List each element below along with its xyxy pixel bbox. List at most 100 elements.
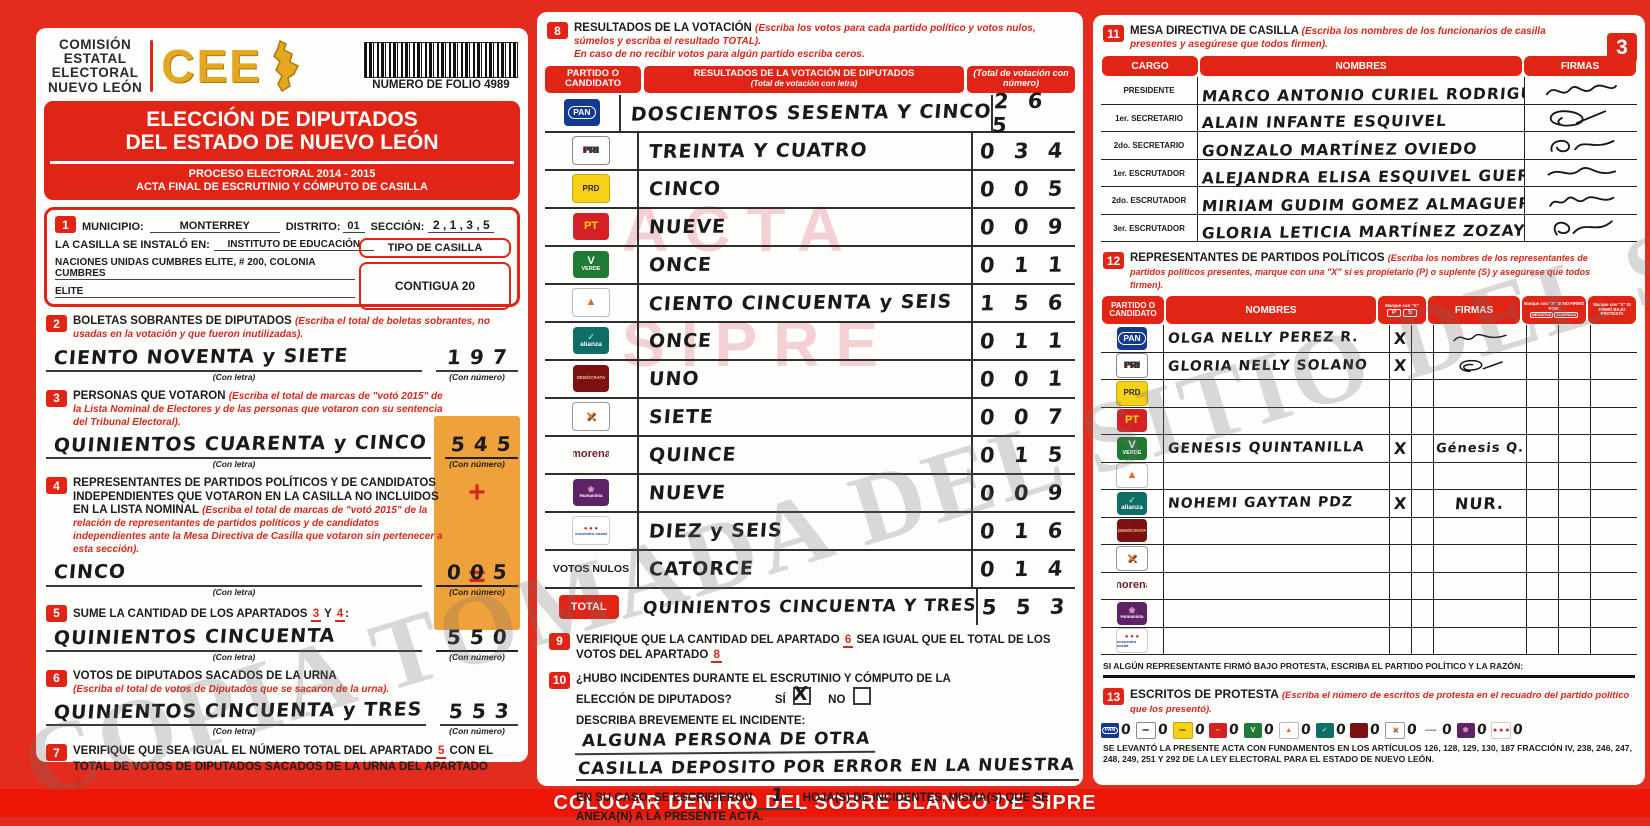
section-title: RESULTADOS DE LA VOTACIÓN (Escriba los v… — [574, 22, 1036, 61]
section-4-representantes-votaron: 4 REPRESENTANTES DE PARTIDOS POLÍTICOS Y… — [46, 477, 518, 597]
section-title: BOLETAS SOBRANTES DE DIPUTADOS (Escriba … — [73, 315, 490, 341]
protesta-count: 0 — [1334, 722, 1347, 739]
handwritten-letra: CINCO — [53, 560, 127, 583]
representante-row — [1101, 462, 1637, 491]
ausencia-header: AUSENCIA — [1554, 312, 1578, 319]
section-title: SUME LA CANTIDAD DE LOS APARTADOS 3 Y 4: — [73, 608, 350, 623]
section-hint: (Escriba los nombres de los representant… — [1130, 253, 1591, 290]
subtitle-line: ACTA FINAL DE ESCRUTINIO Y CÓMPUTO DE CA… — [136, 181, 428, 194]
section-title: MESA DIRECTIVA DE CASILLA (Escriba los n… — [1130, 25, 1546, 51]
protesta-count: 0 — [1441, 722, 1454, 739]
section-title: ESCRITOS DE PROTESTA (Escriba el número … — [1130, 687, 1630, 716]
section-title: PERSONAS QUE VOTARON (Escriba el total d… — [73, 389, 443, 429]
verde-logo — [1244, 722, 1262, 738]
org-line: ESTATAL — [63, 51, 127, 67]
folio-label: NUMERO DE FOLIO 4989 — [372, 78, 510, 91]
pri-logo: PRI — [1135, 721, 1156, 739]
representante-row: VERDE GENESIS QUINTANILLA X Génesis Q. — [1101, 435, 1637, 463]
vote-row: DEMÓCRATA UNO 0 0 1 — [545, 360, 1075, 399]
con-numero-caption: (Con número) — [449, 586, 505, 597]
p-header: P — [1386, 309, 1401, 318]
section-number-badge: 12 — [1103, 252, 1124, 270]
apartado-ref: 3 — [310, 608, 322, 623]
bajo-protesta-header: Marque con "X" SI FIRMÓ BAJO PROTESTA — [1588, 296, 1636, 325]
propietario-x: X — [1393, 356, 1408, 376]
movimiento-ciudadano-logo — [1116, 463, 1148, 489]
mesa-row: 1er. SECRETARIO ALAIN INFANTE ESQUIVEL — [1101, 104, 1637, 133]
protesta-count: 0 — [1512, 722, 1525, 739]
representantes-table: PAN OLGA NELLY PEREZ R. X PRI GLORIA NELLY … — [1101, 325, 1637, 656]
subtitle-line: PROCESO ELECTORAL 2014 - 2015 — [188, 167, 376, 180]
propietario-x: X — [1393, 328, 1408, 348]
nueva-alianza-logo: alianza — [1117, 491, 1147, 515]
representante-nombre: GENESIS QUINTANILLA — [1167, 439, 1366, 458]
cargo-cell: PRESIDENTE — [1101, 77, 1198, 104]
vote-letra: ONCE — [648, 329, 713, 352]
vote-letra: DIEZ y SEIS — [648, 518, 784, 543]
no-firmo-header: Marque con "X" SI NO FIRMÓ POR: NEGATIVA A… — [1522, 296, 1586, 325]
section-number-badge: 4 — [46, 477, 67, 495]
con-letra-caption: (Con letra) — [212, 371, 256, 382]
section-text: VERIFIQUE QUE SEA IGUAL EL NÚMERO TOTAL … — [73, 745, 493, 791]
section-5-suma: 5 SUME LA CANTIDAD DE LOS APARTADOS 3 Y … — [46, 604, 518, 662]
signature-mark — [1549, 195, 1615, 207]
section-number-badge: 5 — [46, 604, 67, 622]
section-number-badge: 1 — [55, 216, 76, 234]
con-numero-caption: (Con número) — [449, 726, 505, 737]
encuentro-social-logo: encuentro social — [572, 516, 610, 546]
vote-letra: QUINIENTOS CINCUENTA Y TRES — [641, 595, 977, 618]
protesta-count: 0 — [1120, 722, 1133, 739]
apartado-ref: 8 — [711, 649, 722, 664]
protesta-count: 0 — [1263, 722, 1276, 739]
footer-banner: COLOCAR DENTRO DEL SOBRE BLANCO DE SIPRE — [0, 789, 1650, 817]
cargo-cell: 2do. ESCRUTADOR — [1101, 187, 1198, 214]
section-title: REPRESENTANTES DE PARTIDOS POLÍTICOS (Es… — [1130, 252, 1591, 290]
vote-numero: 0 0 7 — [978, 404, 1070, 429]
pt-logo: PT — [1117, 409, 1147, 433]
handwritten-numero: 5 5 0 — [445, 624, 509, 649]
nueva-alianza-logo: alianza — [573, 327, 609, 355]
vote-letra: NUEVE — [648, 481, 727, 504]
representante-row: Humanista — [1101, 600, 1637, 628]
funcionario-nombre: MIRIAM GUDIM GOMEZ ALMAGUER — [1201, 194, 1524, 214]
address-line: NACIONES UNIDAS CUMBRES ELITE, # 200, CO… — [55, 257, 355, 281]
vote-numero: 0 0 9 — [978, 480, 1070, 505]
vote-row: SIETE 0 0 7 — [545, 398, 1075, 437]
si-label: SÍ — [774, 694, 786, 707]
cruzada-ciudadana-logo — [572, 402, 610, 432]
section-number-badge: 2 — [46, 315, 67, 333]
protesta-count: 0 — [1228, 722, 1241, 739]
distrito-value: 01 — [342, 220, 365, 234]
propietario-x: X — [1393, 493, 1408, 513]
vote-letra: SIETE — [648, 405, 715, 428]
handwritten-numero: 0 0 5 — [445, 559, 509, 584]
document-subtitle: PROCESO ELECTORAL 2014 - 2015 ACTA FINAL… — [50, 160, 514, 196]
barcode — [364, 41, 518, 78]
propietario-x: X — [1393, 438, 1408, 458]
democrata-logo — [1350, 722, 1369, 738]
mesa-row: 3er. ESCRUTADOR GLORIA LETICIA MARTÍNEZ Z… — [1101, 214, 1637, 243]
section-9-verificacion: 9 VERIFIQUE QUE LA CANTIDAD DEL APARTADO… — [549, 632, 1071, 664]
con-letra-caption: (Con letra) — [212, 586, 256, 597]
vote-letra: CATORCE — [648, 557, 755, 580]
section-hint: (Escriba los nombres de los funcionarios… — [1130, 26, 1546, 51]
instalada-row: LA CASILLA SE INSTALÓ EN: INSTITUTO DE E… — [55, 239, 509, 252]
con-letra-caption: (Con letra) — [212, 651, 256, 662]
folio-block: NUMERO DE FOLIO 4989 — [364, 41, 518, 91]
representante-nombre: GLORIA NELLY SOLANO — [1167, 356, 1369, 375]
cee-logo: CEE — [161, 39, 262, 92]
no-label: NO — [828, 694, 846, 707]
vote-row: PAN DOSCIENTOS SESENTA Y CINCO 2 6 5 — [545, 88, 1075, 137]
title-line: DEL ESTADO DE NUEVO LEÓN — [125, 131, 439, 155]
mesa-row: PRESIDENTE MARCO ANTONIO CURIEL RODRIGUEZ — [1101, 77, 1637, 105]
representante-row: alianza NOHEMI GAYTAN PDZ X NUR. — [1101, 490, 1637, 518]
hojas-count: 1 — [755, 784, 800, 811]
equals-operator: = — [468, 560, 486, 593]
section-hint: (Escriba los votos para cada partido pol… — [574, 23, 1036, 48]
section-6-votos-urna: 6 VOTOS DE DIPUTADOS SACADOS DE LA URNA(… — [46, 669, 518, 737]
firma-text: NUR. — [1454, 493, 1506, 514]
section-11-header: 11 MESA DIRECTIVA DE CASILLA (Escriba lo… — [1103, 25, 1635, 51]
negativa-header: NEGATIVA — [1530, 312, 1554, 319]
votes-table-header: PARTIDO O CANDIDATO RESULTADOS DE LA VOT… — [545, 65, 1075, 93]
plus-operator: + — [468, 476, 486, 509]
